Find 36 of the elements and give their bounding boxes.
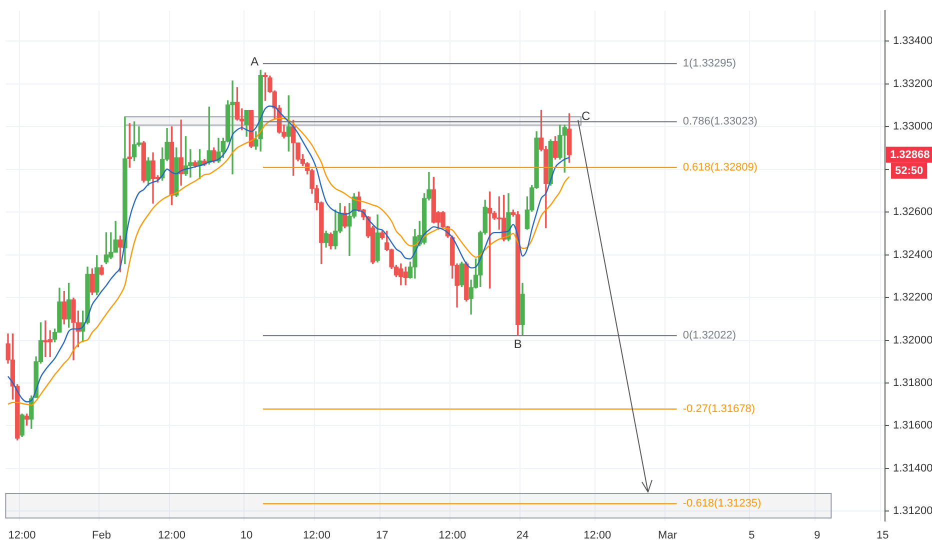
x-tick-label: Mar	[658, 530, 678, 542]
y-tick-label: 1.32200	[893, 292, 932, 304]
x-tick-label: 5	[748, 530, 755, 542]
x-tick-label: 12:00	[8, 530, 36, 542]
x-tick-label: 15	[876, 530, 889, 542]
candlestick	[178, 120, 184, 186]
y-tick-label: 1.31800	[893, 377, 932, 390]
x-tick-label: 12:00	[584, 530, 612, 542]
x-tick-label: 24	[516, 530, 529, 542]
annotation: B	[514, 336, 522, 351]
ref-line-label: 0.786(1.33023)	[682, 116, 758, 128]
ref-line-label: 1(1.33295)	[682, 58, 736, 70]
text: 52:50	[895, 164, 924, 177]
y-tick-label: 1.31600	[893, 420, 932, 432]
ref-line-label: 0(1.32022)	[682, 330, 736, 342]
y-tick-label: 1.32600	[893, 206, 932, 218]
ref-line-label: -0.27(1.31678)	[682, 403, 756, 416]
ref-line-label: 0.618(1.32809)	[682, 161, 758, 174]
x-tick-label: Feb	[92, 530, 112, 542]
x-tick-label: 12:00	[302, 530, 330, 542]
annotation: C	[581, 109, 590, 124]
y-tick-label: 1.32400	[893, 248, 932, 261]
y-tick-label: 1.33000	[893, 120, 932, 133]
x-tick-label: 10	[240, 530, 253, 542]
annotation: A	[250, 54, 259, 69]
x-tick-label: 9	[814, 530, 820, 542]
ref-line-label: -0.618(1.31235)	[682, 498, 762, 510]
x-tick-label: 17	[376, 530, 388, 542]
y-tick-label: 1.31200	[893, 505, 932, 518]
text: 1.32868	[890, 148, 930, 161]
y-tick-label: 1.31400	[893, 462, 932, 474]
y-tick-label: 1.33400	[893, 35, 932, 48]
x-tick-label: 12:00	[158, 530, 186, 542]
x-tick-label: 12:00	[438, 530, 466, 542]
y-tick-label: 1.32000	[893, 334, 932, 346]
y-tick-label: 1.33200	[893, 78, 932, 90]
